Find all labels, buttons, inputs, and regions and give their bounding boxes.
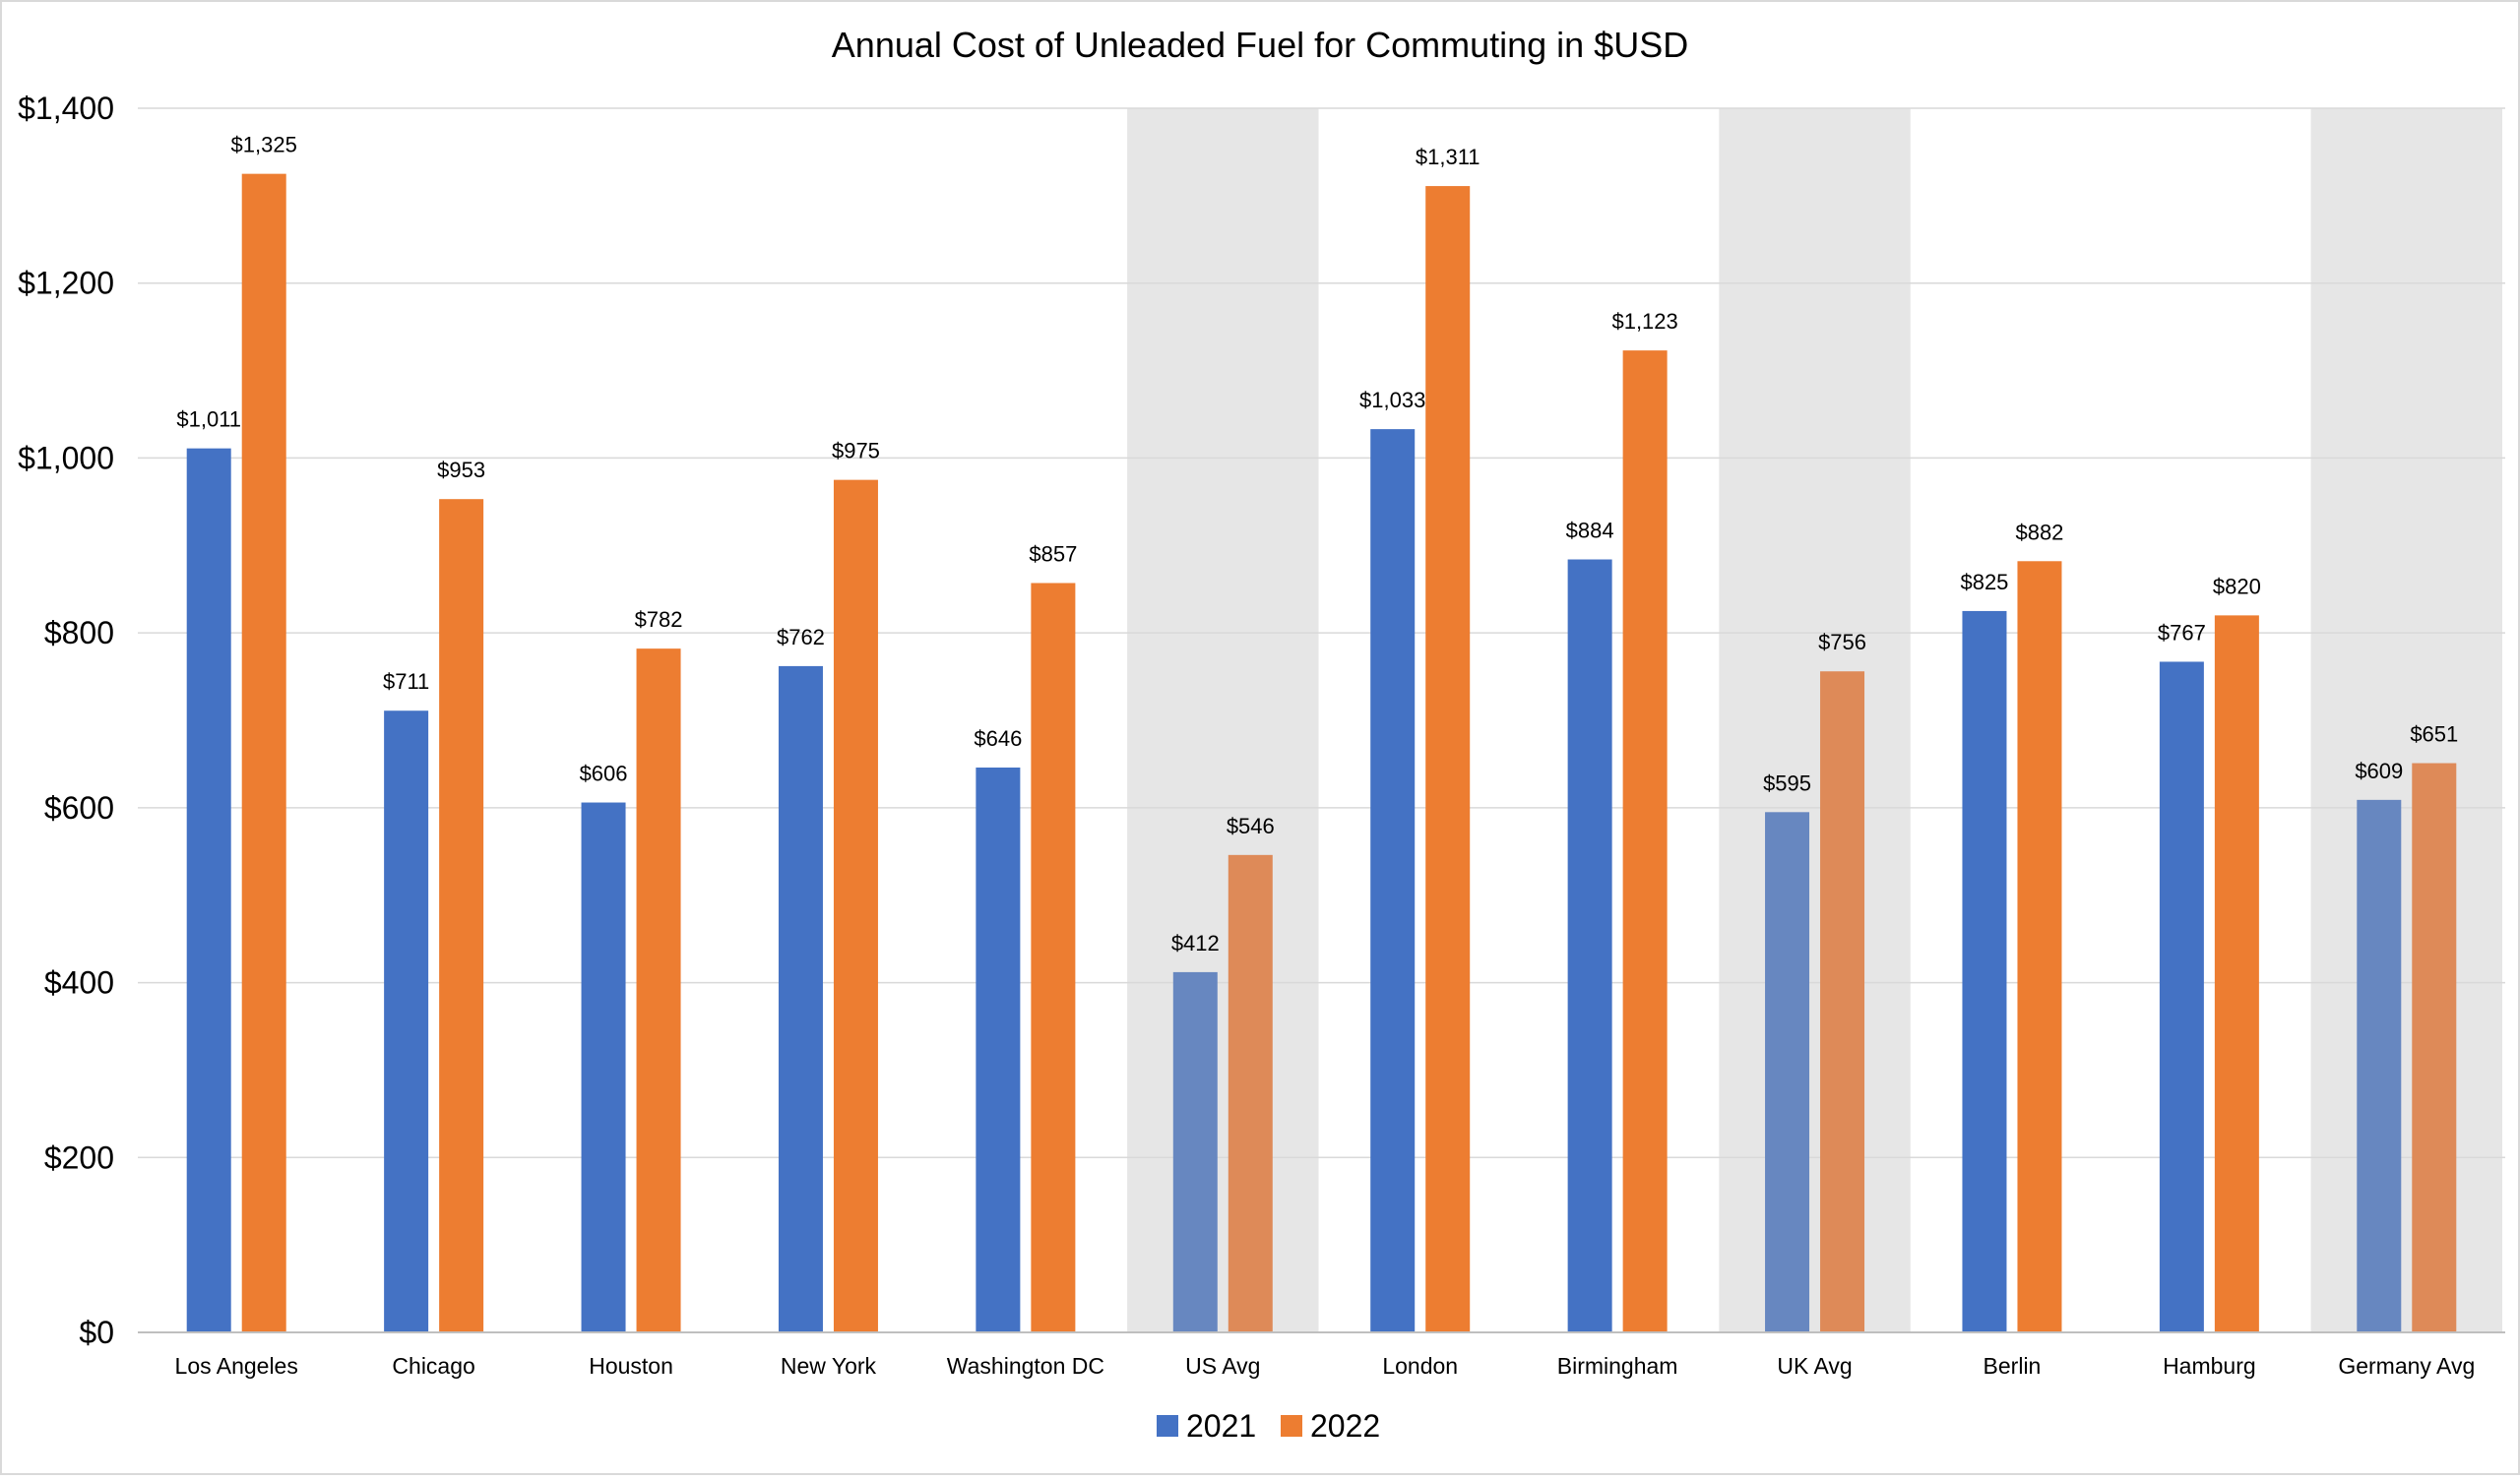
data-label-berlin-2021: $825 [1960,570,2008,594]
bar-washington-dc-2021 [976,767,1021,1332]
y-tick-label: $200 [44,1140,114,1175]
x-tick-label: Birmingham [1557,1353,1678,1379]
legend-label-2022: 2022 [1310,1408,1380,1444]
bar-uk-avg-2022 [1820,671,1865,1332]
data-label-uk-avg-2022: $756 [1818,630,1866,654]
bar-new-york-2022 [833,479,878,1333]
y-tick-label: $800 [44,615,114,650]
y-tick-label: $1,400 [18,91,114,126]
bar-berlin-2022 [2017,561,2062,1332]
y-axis-tick-labels: $0 $200 $400 $600 $800 $1,000 $1,200 $1,400 [18,91,114,1350]
data-label-chicago-2021: $711 [383,669,429,694]
data-label-germany-avg-2021: $609 [2355,759,2403,783]
bar-houston-2021 [581,802,626,1332]
bars [186,173,2457,1333]
y-tick-label: $600 [44,790,114,826]
data-labels: $1,011 $1,325 $711 $953 $606 $782 $762 $975 $646… [176,133,2458,956]
x-tick-label: Washington DC [947,1353,1104,1379]
data-label-us-avg-2022: $546 [1227,814,1275,838]
data-label-london-2021: $1,033 [1359,388,1425,412]
x-tick-label: Hamburg [2163,1353,2256,1379]
data-label-hamburg-2021: $767 [2158,620,2206,645]
bar-germany-avg-2022 [2412,763,2457,1332]
x-tick-label: Chicago [392,1353,474,1379]
data-label-birmingham-2021: $884 [1566,519,1614,543]
data-label-chicago-2022: $953 [437,458,485,482]
data-label-los-angeles-2022: $1,325 [231,133,297,157]
bar-los-angeles-2022 [241,173,286,1333]
x-axis-tick-labels: Los Angeles Chicago Houston New York Washing… [175,1353,2476,1379]
chart-title: Annual Cost of Unleaded Fuel for Commuti… [832,25,1688,65]
data-label-germany-avg-2022: $651 [2410,722,2458,747]
data-label-houston-2022: $782 [635,607,683,632]
bar-los-angeles-2021 [186,448,231,1332]
bar-germany-avg-2021 [2357,799,2402,1332]
bar-hamburg-2022 [2214,615,2259,1332]
data-label-new-york-2021: $762 [777,625,825,649]
highlight-band-us-avg [1127,108,1319,1332]
legend-swatch-2022 [1281,1415,1302,1437]
bar-us-avg-2022 [1228,854,1273,1332]
y-tick-label: $400 [44,965,114,1001]
x-tick-label: US Avg [1185,1353,1260,1379]
bar-birmingham-2021 [1567,559,1612,1332]
x-tick-label: Germany Avg [2338,1353,2475,1379]
data-label-london-2022: $1,311 [1416,145,1480,169]
data-label-washington-dc-2021: $646 [974,726,1022,751]
data-label-houston-2021: $606 [580,762,628,786]
bar-us-avg-2021 [1172,971,1218,1332]
x-tick-label: New York [781,1353,877,1379]
data-label-uk-avg-2021: $595 [1763,771,1811,795]
legend-swatch-2021 [1157,1415,1178,1437]
x-tick-label: Los Angeles [175,1353,298,1379]
bar-washington-dc-2022 [1031,583,1076,1332]
x-tick-label: Berlin [1984,1353,2042,1379]
y-tick-label: $1,000 [18,440,114,475]
x-tick-label: London [1382,1353,1458,1379]
data-label-berlin-2022: $882 [2015,520,2063,544]
legend: 2021 2022 [1157,1408,1380,1444]
bar-london-2022 [1425,186,1471,1332]
legend-label-2021: 2021 [1186,1408,1256,1444]
bar-berlin-2021 [1962,610,2007,1332]
x-tick-label: UK Avg [1777,1353,1852,1379]
bar-hamburg-2021 [2159,661,2204,1332]
highlight-band-uk-avg [1719,108,1911,1332]
bar-birmingham-2022 [1622,350,1668,1332]
data-label-los-angeles-2021: $1,011 [176,407,241,432]
y-tick-label: $1,200 [18,266,114,301]
data-label-hamburg-2022: $820 [2213,574,2261,598]
bar-chicago-2022 [439,499,484,1333]
bar-new-york-2021 [778,665,823,1332]
bar-chicago-2021 [384,710,429,1332]
data-label-us-avg-2021: $412 [1171,931,1220,956]
data-label-washington-dc-2022: $857 [1029,541,1077,566]
bar-london-2021 [1370,429,1416,1332]
highlight-bands [1127,108,2502,1332]
bar-uk-avg-2021 [1765,812,1810,1332]
gridlines [138,107,2505,1159]
y-tick-label: $0 [79,1315,114,1350]
data-label-birmingham-2022: $1,123 [1611,309,1677,334]
bar-houston-2022 [636,648,681,1332]
highlight-band-germany-avg [2310,108,2502,1332]
x-tick-label: Houston [589,1353,673,1379]
data-label-new-york-2022: $975 [832,439,880,463]
